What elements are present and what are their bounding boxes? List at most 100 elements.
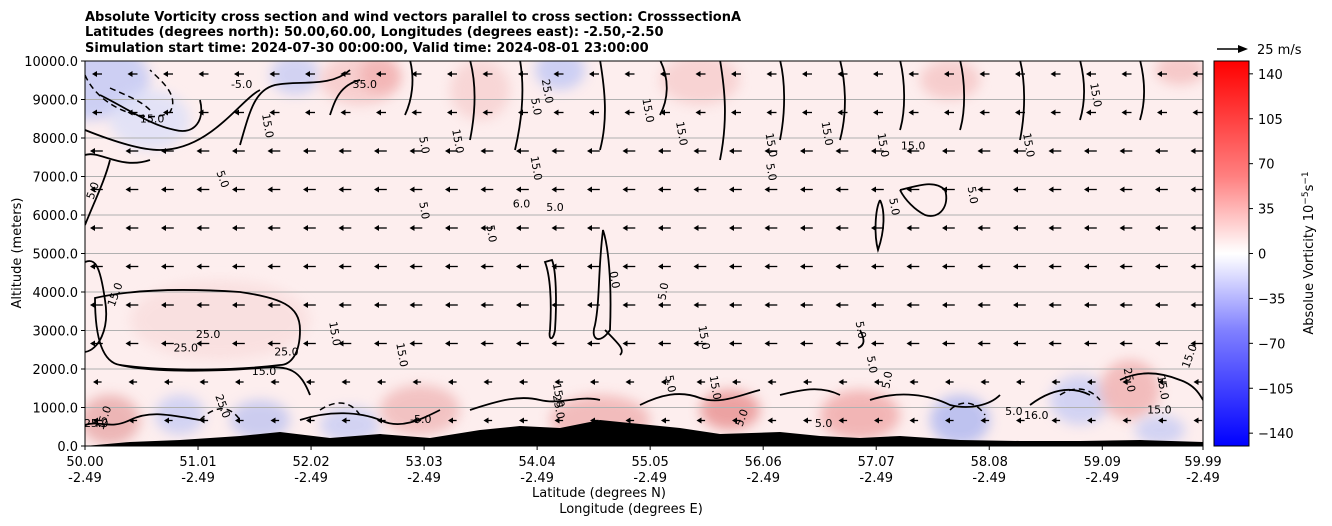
contour-label-10: 15.0 bbox=[259, 113, 276, 139]
terrain-shape bbox=[85, 420, 1203, 446]
contour-line-24 bbox=[469, 61, 476, 141]
wind-vector-270 bbox=[1050, 71, 1061, 77]
x-tick-lat-0: 50.00 bbox=[66, 455, 103, 470]
wind-vector-227 bbox=[871, 340, 884, 347]
wind-vector-302 bbox=[1155, 148, 1168, 154]
contour-line-25 bbox=[514, 61, 524, 151]
wind-vector-50 bbox=[269, 71, 280, 77]
wind-vector-45 bbox=[232, 263, 245, 270]
wind-vector-193 bbox=[764, 186, 778, 193]
wind-vector-16 bbox=[125, 302, 139, 308]
contour-line-0 bbox=[85, 260, 107, 353]
wind-vector-97 bbox=[409, 340, 423, 347]
wind-vector-107 bbox=[445, 340, 458, 347]
wind-vector-164 bbox=[658, 225, 671, 231]
wind-vector-20 bbox=[163, 71, 173, 77]
wind-vector-308 bbox=[1158, 379, 1167, 385]
wind-vector-285 bbox=[1084, 263, 1097, 270]
wind-vector-236 bbox=[906, 302, 920, 308]
wind-vector-294 bbox=[1119, 225, 1133, 231]
wind-vector-266 bbox=[1013, 302, 1026, 308]
wind-vector-3 bbox=[90, 186, 103, 193]
wind-vector-298 bbox=[1122, 379, 1132, 385]
plot-area: 15.025.025.0 25.015.015.015.05.05.015.0 15… bbox=[84, 61, 1203, 446]
wind-vector-131 bbox=[553, 109, 564, 116]
wind-vector-210 bbox=[837, 71, 848, 77]
wind-vector-133 bbox=[551, 186, 565, 193]
contour-label-7: 5.0 bbox=[84, 180, 102, 201]
wind-vector-160 bbox=[660, 71, 670, 77]
contour-label-17: 5.0 bbox=[483, 224, 499, 243]
y-tick-label-9: 9000.0 bbox=[33, 94, 79, 109]
colorbar-tick-label-8: −140 bbox=[1258, 427, 1294, 442]
wind-vector-64 bbox=[303, 225, 316, 231]
wind-vector-167 bbox=[658, 340, 671, 347]
wind-vector-174 bbox=[693, 225, 707, 231]
title-line-2: Latitudes (degrees north): 50.00,60.00, … bbox=[85, 25, 664, 40]
wind-vector-48 bbox=[235, 379, 244, 385]
wind-vector-37 bbox=[196, 340, 210, 347]
wind-vector-5 bbox=[90, 263, 103, 270]
negative-contour-line-2 bbox=[199, 408, 241, 421]
wind-vector-83 bbox=[374, 186, 387, 193]
x-tick-lat-10: 59.99 bbox=[1184, 455, 1221, 470]
vorticity-blob-5 bbox=[535, 61, 585, 90]
wind-vector-61 bbox=[305, 109, 315, 116]
wind-vector-283 bbox=[1084, 186, 1097, 193]
vorticity-blob-13 bbox=[230, 400, 290, 440]
negative-contour-line-3 bbox=[319, 402, 361, 416]
x-tick-lat-6: 56.06 bbox=[745, 455, 782, 470]
x-tick-lon-1: -2.49 bbox=[181, 471, 215, 486]
wind-vector-180 bbox=[731, 71, 741, 77]
wind-vector-114 bbox=[480, 225, 494, 231]
contour-line-19 bbox=[639, 389, 761, 406]
colorbar: 140 105 70 35 0 −35 −70 −105 −140 Absolue Vortic… bbox=[1213, 60, 1317, 447]
wind-vector-148 bbox=[590, 379, 599, 385]
wind-vector-25 bbox=[161, 263, 174, 270]
wind-vector-175 bbox=[693, 263, 707, 270]
vorticity-blob-4 bbox=[360, 61, 400, 93]
wind-vector-121 bbox=[518, 109, 528, 116]
wind-vector-146 bbox=[587, 302, 600, 308]
contour-line-18 bbox=[469, 397, 601, 411]
wind-vector-153 bbox=[622, 186, 636, 193]
wind-vector-127 bbox=[516, 340, 529, 347]
wind-vector-170 bbox=[695, 71, 706, 77]
contour-label-50: 5.0 bbox=[733, 407, 751, 428]
wind-vector-265 bbox=[1013, 263, 1026, 270]
wind-vector-287 bbox=[1084, 340, 1097, 347]
contour-label-32: 15.0 bbox=[1020, 132, 1037, 158]
wind-vector-186 bbox=[729, 302, 742, 308]
contour-label-49: 15.0 bbox=[707, 374, 724, 400]
wind-vector-228 bbox=[874, 379, 883, 385]
colorbar-label-exp-1: −5 bbox=[1301, 191, 1311, 204]
contour-line-1 bbox=[94, 289, 301, 371]
wind-vector-155 bbox=[622, 263, 636, 270]
wind-vector-264 bbox=[1013, 225, 1026, 231]
contour-line-9 bbox=[592, 229, 612, 340]
wind-vector-108 bbox=[448, 379, 457, 385]
negative-contour-line-4 bbox=[949, 402, 986, 416]
wind-vector-30 bbox=[198, 71, 209, 77]
wind-vector-211 bbox=[837, 109, 848, 116]
wind-vector-296 bbox=[1119, 302, 1133, 308]
wind-vector-39 bbox=[199, 417, 209, 424]
wind-vector-122 bbox=[516, 148, 529, 154]
wind-vector-276 bbox=[1048, 302, 1062, 308]
wind-vector-205 bbox=[800, 263, 813, 270]
wind-vector-199 bbox=[767, 417, 777, 424]
colorbar-tick-label-6: −70 bbox=[1258, 337, 1285, 352]
wind-vector-263 bbox=[1013, 186, 1026, 193]
colorbar-label-exp-2: −1 bbox=[1301, 171, 1311, 184]
y-tick-label-1: 1000.0 bbox=[33, 402, 79, 417]
quiver-key-arrow-head bbox=[1238, 45, 1248, 53]
wind-vector-246 bbox=[942, 302, 955, 308]
contour-label-21: 15.0 bbox=[673, 120, 690, 146]
wind-vector-278 bbox=[1051, 379, 1061, 385]
title-line-3: Simulation start time: 2024-07-30 00:00:… bbox=[85, 41, 649, 56]
wind-vector-43 bbox=[232, 186, 245, 193]
wind-vector-165 bbox=[658, 263, 671, 270]
contour-label-52: 16.0 bbox=[1024, 409, 1049, 422]
wind-vector-272 bbox=[1048, 148, 1062, 154]
wind-vector-47 bbox=[232, 340, 245, 347]
